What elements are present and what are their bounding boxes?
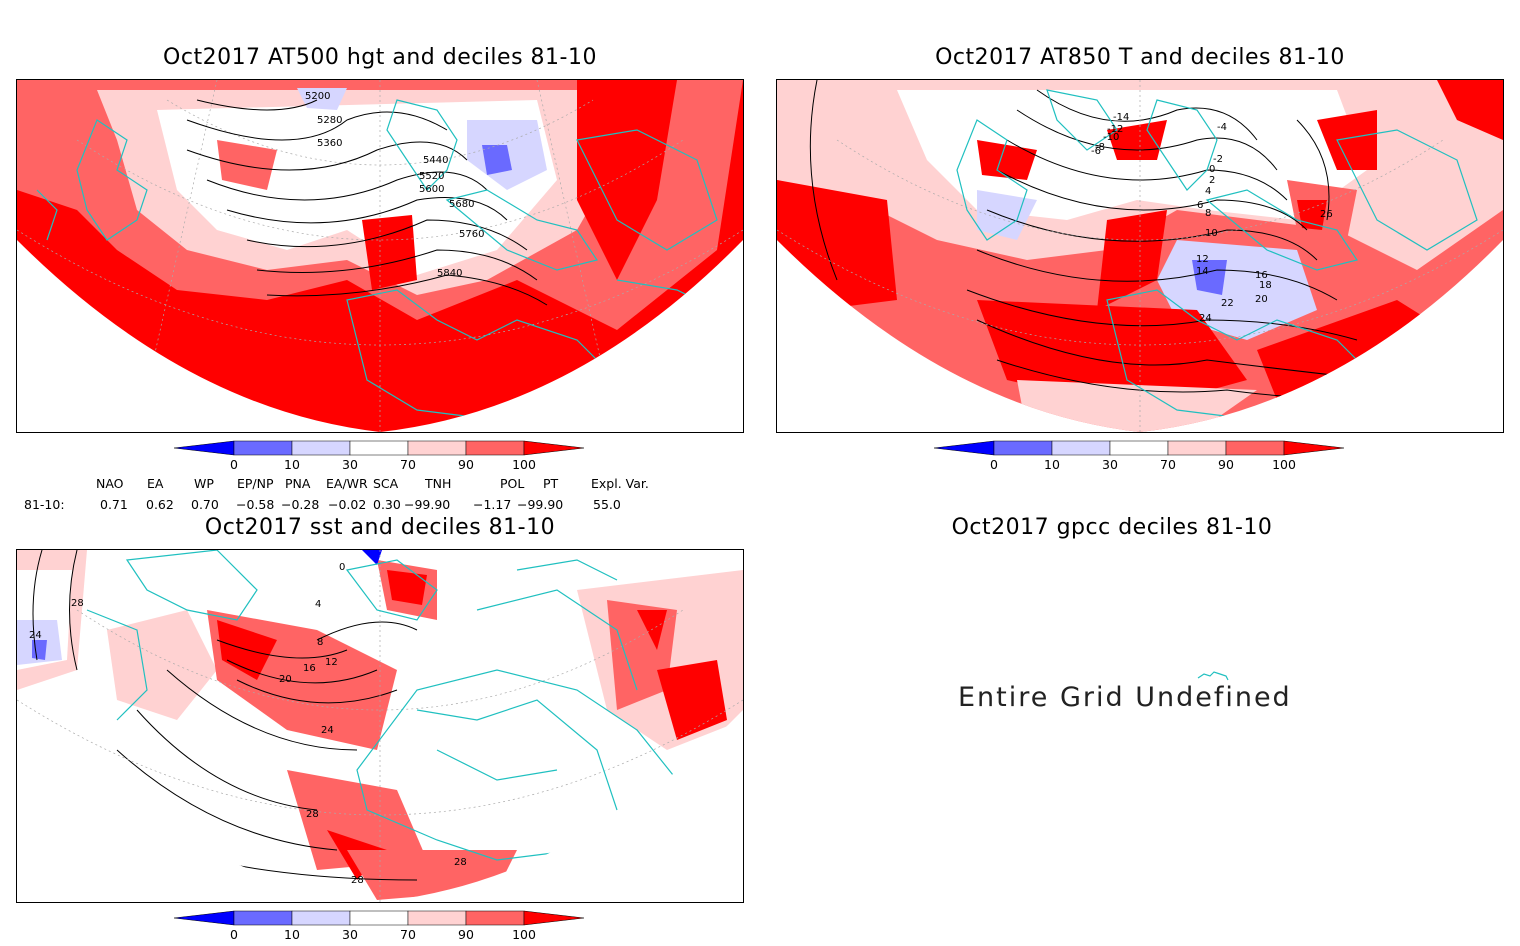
sst-panel-title: Oct2017 sst and deciles 81-10 <box>204 515 556 540</box>
index-header-tnh: TNH <box>425 476 452 491</box>
colorbar-tick: 30 <box>342 927 358 942</box>
colorbar-tick: 100 <box>1272 457 1296 472</box>
t-label-22: 22 <box>1221 298 1234 309</box>
colorbar-tick: 0 <box>230 457 238 472</box>
t-label-2: 2 <box>1209 175 1215 186</box>
t-label-18: 18 <box>1259 280 1272 291</box>
colorbar-tick: 10 <box>284 927 300 942</box>
t-label-m8: -8 <box>1095 142 1105 153</box>
t-label-12: 12 <box>1196 254 1209 265</box>
index-header-pol: POL <box>500 476 525 491</box>
colorbar-tick: 90 <box>458 457 474 472</box>
colorbar-tick: 30 <box>342 457 358 472</box>
colorbar-tick: 0 <box>990 457 998 472</box>
t-label-m12: -12 <box>1107 124 1123 135</box>
contour-label-5840: 5840 <box>437 268 462 279</box>
contour-label-5440: 5440 <box>423 155 448 166</box>
t-label-10: 10 <box>1205 228 1218 239</box>
colorbar-tick: 90 <box>458 927 474 942</box>
index-header-epnp: EP/NP <box>237 476 274 491</box>
index-header-sca: SCA <box>373 476 399 491</box>
index-value-nao: 0.71 <box>100 497 128 512</box>
t-label-6: 6 <box>1197 200 1203 211</box>
t-label-26: 26 <box>1320 209 1333 220</box>
contour-label-5360: 5360 <box>317 138 342 149</box>
colorbar-tick: 10 <box>284 457 300 472</box>
index-value-pt: −99.90 <box>517 497 564 512</box>
index-header-nao: NAO <box>96 476 124 491</box>
grid-undefined-message: Entire Grid Undefined <box>958 682 1292 713</box>
contour-label-5600: 5600 <box>419 184 444 195</box>
sst-label-24: 24 <box>321 725 334 736</box>
colorbar-tick: 100 <box>512 927 536 942</box>
t-label-m4: -4 <box>1217 122 1227 133</box>
small-coastline-fragment-icon <box>1197 671 1229 681</box>
index-header-pna: PNA <box>285 476 311 491</box>
t-label-0: 0 <box>1209 164 1215 175</box>
index-header-pt: PT <box>543 476 559 491</box>
colorbar-sst: 0 10 30 70 90 100 <box>174 910 594 946</box>
colorbar-hgt: 0 10 30 70 90 100 <box>174 440 594 476</box>
colorbar-tick: 10 <box>1044 457 1060 472</box>
sst-label-24-west: 24 <box>29 630 42 641</box>
index-header-ea: EA <box>147 476 164 491</box>
sst-label-28-south: 28 <box>351 875 364 886</box>
index-header-eawr: EA/WR <box>326 476 368 491</box>
t850-panel-title: Oct2017 AT850 T and deciles 81-10 <box>935 45 1345 70</box>
t-label-m6: -6 <box>1091 146 1101 157</box>
colorbar-tick: 70 <box>1160 457 1176 472</box>
index-header-wp: WP <box>194 476 214 491</box>
hgt-panel-title: Oct2017 AT500 hgt and deciles 81-10 <box>163 45 597 70</box>
sst-map: 28 24 0 4 8 12 16 20 24 28 28 28 <box>16 549 744 903</box>
gpcc-panel-title: Oct2017 gpcc deciles 81-10 <box>951 515 1273 540</box>
colorbar-t850: 0 10 30 70 90 100 <box>934 440 1354 476</box>
sst-label-28-east: 28 <box>454 857 467 868</box>
index-value-sca: 0.30 <box>373 497 401 512</box>
t-label-4: 4 <box>1205 186 1211 197</box>
index-value-pol: −1.17 <box>473 497 512 512</box>
contour-label-5280: 5280 <box>317 115 342 126</box>
t850-map: -14 -12 -10 -8 -6 -4 -2 0 2 4 6 8 10 12 … <box>776 79 1504 433</box>
sst-label-0: 0 <box>339 562 345 573</box>
t-label-m2: -2 <box>1213 154 1223 165</box>
t-label-16: 16 <box>1255 270 1268 281</box>
t-label-m10: -10 <box>1103 132 1119 143</box>
t-label-m14: -14 <box>1113 112 1129 123</box>
colorbar-tick: 100 <box>512 457 536 472</box>
index-value-eawr: −0.02 <box>328 497 367 512</box>
sst-label-8: 8 <box>317 637 323 648</box>
index-value-tnh: −99.90 <box>404 497 451 512</box>
sst-label-4: 4 <box>315 599 321 610</box>
contour-label-5200: 5200 <box>305 91 330 102</box>
contour-label-5760: 5760 <box>459 229 484 240</box>
index-value-pna: −0.28 <box>281 497 320 512</box>
contour-label-5520: 5520 <box>419 171 444 182</box>
colorbar-tick: 30 <box>1102 457 1118 472</box>
index-row-label: 81-10: <box>24 497 65 512</box>
index-value-wp: 0.70 <box>191 497 219 512</box>
colorbar-tick: 0 <box>230 927 238 942</box>
sst-label-28-west: 28 <box>71 598 84 609</box>
t-label-8: 8 <box>1205 208 1211 219</box>
index-value-ea: 0.62 <box>146 497 174 512</box>
sst-label-12: 12 <box>325 657 338 668</box>
colorbar-tick: 70 <box>400 457 416 472</box>
sst-label-16: 16 <box>303 663 316 674</box>
t-label-24: 24 <box>1199 313 1212 324</box>
index-value-epnp: −0.58 <box>236 497 275 512</box>
colorbar-tick: 70 <box>400 927 416 942</box>
sst-label-20: 20 <box>279 674 292 685</box>
sst-label-28: 28 <box>306 809 319 820</box>
colorbar-tick: 90 <box>1218 457 1234 472</box>
contour-label-5680: 5680 <box>449 199 474 210</box>
hgt-map: 5200 5280 5360 5440 5520 5600 5680 5760 … <box>16 79 744 433</box>
t-label-14: 14 <box>1196 266 1209 277</box>
t-label-20: 20 <box>1255 294 1268 305</box>
index-value-explvar: 55.0 <box>593 497 621 512</box>
index-header-explvar: Expl. Var. <box>591 476 649 491</box>
